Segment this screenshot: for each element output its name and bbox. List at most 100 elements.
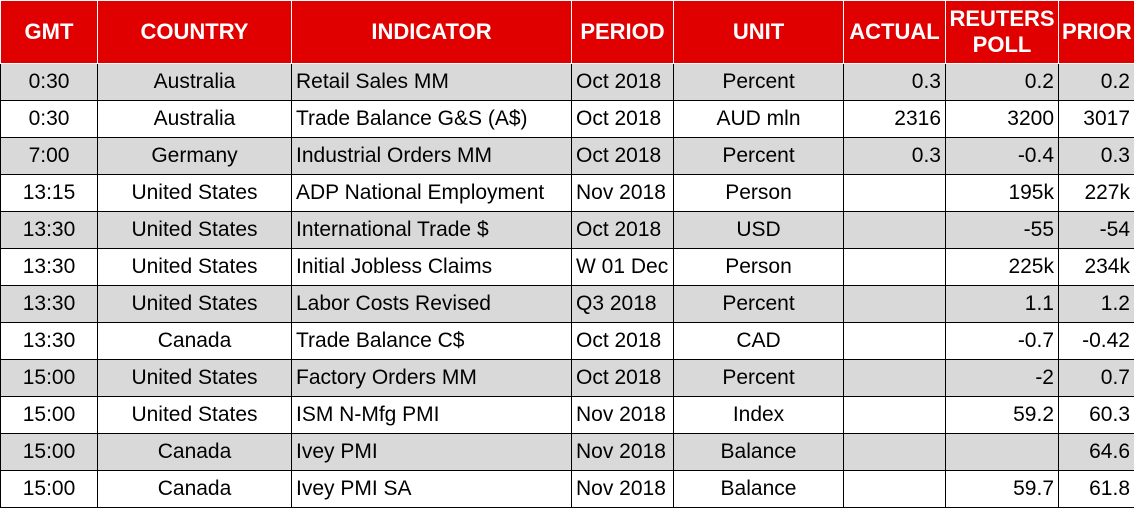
cell-poll: 59.2 — [946, 397, 1059, 434]
cell-gmt: 13:30 — [1, 323, 98, 360]
cell-unit: Percent — [674, 64, 844, 101]
header-reuters-poll-line1: REUTERS — [949, 6, 1055, 32]
cell-period: Oct 2018 — [572, 360, 674, 397]
cell-actual — [844, 323, 946, 360]
cell-actual — [844, 360, 946, 397]
cell-period: Oct 2018 — [572, 64, 674, 101]
cell-country: Canada — [98, 323, 292, 360]
cell-country: United States — [98, 249, 292, 286]
cell-unit: Percent — [674, 360, 844, 397]
cell-gmt: 15:00 — [1, 360, 98, 397]
cell-period: Oct 2018 — [572, 212, 674, 249]
cell-prior: -0.42 — [1059, 323, 1134, 360]
cell-gmt: 15:00 — [1, 434, 98, 471]
cell-country: United States — [98, 286, 292, 323]
cell-prior: 0.7 — [1059, 360, 1134, 397]
cell-prior: -54 — [1059, 212, 1134, 249]
cell-prior: 61.8 — [1059, 471, 1134, 508]
cell-indicator: Industrial Orders MM — [292, 138, 572, 175]
cell-indicator: ADP National Employment — [292, 175, 572, 212]
cell-period: Nov 2018 — [572, 471, 674, 508]
cell-gmt: 13:30 — [1, 249, 98, 286]
cell-actual — [844, 471, 946, 508]
cell-unit: Balance — [674, 434, 844, 471]
cell-indicator: Factory Orders MM — [292, 360, 572, 397]
header-period: PERIOD — [572, 1, 674, 64]
header-unit: UNIT — [674, 1, 844, 64]
cell-gmt: 13:30 — [1, 286, 98, 323]
cell-period: Nov 2018 — [572, 397, 674, 434]
cell-poll — [946, 434, 1059, 471]
cell-prior: 0.2 — [1059, 64, 1134, 101]
cell-unit: USD — [674, 212, 844, 249]
cell-indicator: Labor Costs Revised — [292, 286, 572, 323]
cell-country: Germany — [98, 138, 292, 175]
cell-actual — [844, 397, 946, 434]
cell-prior: 0.3 — [1059, 138, 1134, 175]
cell-period: Oct 2018 — [572, 323, 674, 360]
header-prior: PRIOR — [1059, 1, 1134, 64]
header-country: COUNTRY — [98, 1, 292, 64]
cell-poll: 1.1 — [946, 286, 1059, 323]
cell-gmt: 13:30 — [1, 212, 98, 249]
cell-unit: Percent — [674, 286, 844, 323]
cell-gmt: 0:30 — [1, 101, 98, 138]
cell-indicator: Retail Sales MM — [292, 64, 572, 101]
cell-indicator: Trade Balance G&S (A$) — [292, 101, 572, 138]
cell-prior: 1.2 — [1059, 286, 1134, 323]
cell-actual — [844, 249, 946, 286]
cell-actual: 0.3 — [844, 138, 946, 175]
cell-indicator: Ivey PMI — [292, 434, 572, 471]
cell-prior: 3017 — [1059, 101, 1134, 138]
header-reuters-poll-line2: POLL — [949, 32, 1055, 58]
cell-indicator: International Trade $ — [292, 212, 572, 249]
header-reuters-poll: REUTERS POLL — [946, 1, 1059, 64]
cell-period: Nov 2018 — [572, 175, 674, 212]
cell-indicator: ISM N-Mfg PMI — [292, 397, 572, 434]
cell-actual — [844, 434, 946, 471]
cell-country: Canada — [98, 434, 292, 471]
cell-unit: Person — [674, 249, 844, 286]
cell-period: Oct 2018 — [572, 101, 674, 138]
cell-country: United States — [98, 397, 292, 434]
cell-prior: 64.6 — [1059, 434, 1134, 471]
cell-gmt: 13:15 — [1, 175, 98, 212]
cell-poll: -0.4 — [946, 138, 1059, 175]
header-gmt: GMT — [1, 1, 98, 64]
cell-prior: 234k — [1059, 249, 1134, 286]
cell-country: United States — [98, 212, 292, 249]
cell-poll: -0.7 — [946, 323, 1059, 360]
cell-unit: CAD — [674, 323, 844, 360]
cell-unit: Person — [674, 175, 844, 212]
cell-actual — [844, 175, 946, 212]
cell-period: Oct 2018 — [572, 138, 674, 175]
cell-actual — [844, 286, 946, 323]
cell-gmt: 15:00 — [1, 471, 98, 508]
cell-indicator: Trade Balance C$ — [292, 323, 572, 360]
cell-country: Australia — [98, 64, 292, 101]
header-actual: ACTUAL — [844, 1, 946, 64]
cell-gmt: 0:30 — [1, 64, 98, 101]
header-row: GMT COUNTRY INDICATOR PERIOD UNIT ACTUAL… — [1, 1, 1134, 64]
cell-period: Nov 2018 — [572, 434, 674, 471]
cell-unit: Percent — [674, 138, 844, 175]
header-indicator: INDICATOR — [292, 1, 572, 64]
cell-unit: Index — [674, 397, 844, 434]
cell-poll: 195k — [946, 175, 1059, 212]
cell-unit: Balance — [674, 471, 844, 508]
cell-poll: 59.7 — [946, 471, 1059, 508]
cell-indicator: Initial Jobless Claims — [292, 249, 572, 286]
cell-poll: 225k — [946, 249, 1059, 286]
